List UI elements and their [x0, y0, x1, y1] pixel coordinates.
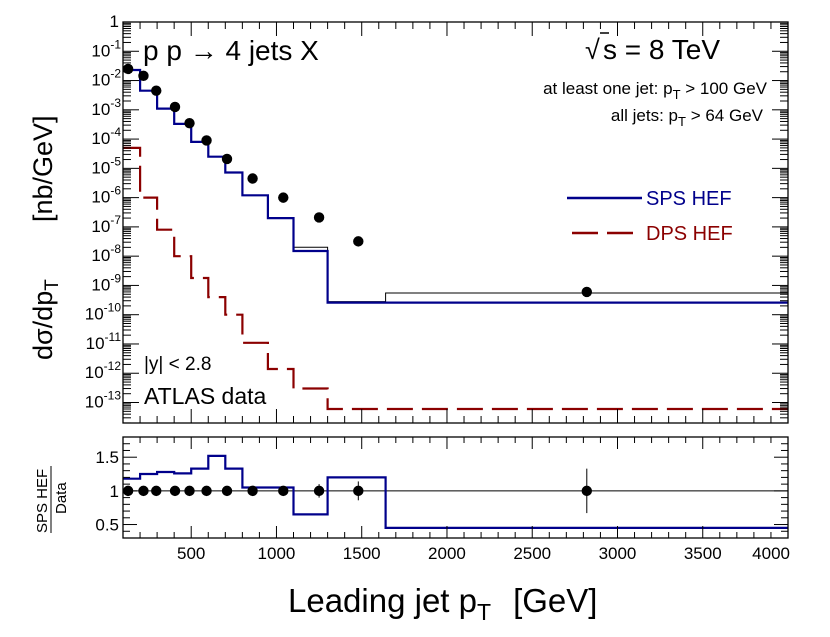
dps-hef-step-line	[123, 146, 788, 411]
y-tick-label: 10-2	[91, 67, 121, 90]
x-tick-label: 1000	[258, 544, 296, 563]
data-point	[247, 173, 258, 184]
y-tick-label: 10-9	[91, 271, 121, 294]
plot-title: p p → 4 jets X	[143, 35, 319, 66]
ratio-data-point	[278, 485, 289, 497]
y-tick-label: 10-4	[91, 125, 121, 148]
ratio-panel-lines	[122, 454, 788, 529]
energy-label: s = 8 TeV	[603, 34, 720, 65]
y-tick-label: 10-6	[91, 184, 121, 207]
x-tick-label: 1500	[343, 544, 381, 563]
ratio-data-point	[221, 485, 233, 497]
legend-label-dps: DPS HEF	[646, 223, 733, 245]
y-tick-label: 10-12	[85, 359, 122, 382]
data-point	[122, 63, 134, 75]
ratio-data-point	[313, 485, 325, 497]
data-point	[278, 192, 289, 203]
cut-label-leading-jet: at least one jet: pT > 100 GeV	[543, 79, 768, 102]
x-tick-label: 2500	[513, 544, 551, 563]
ratio-data-point	[138, 485, 149, 497]
y-tick-label: 10-10	[85, 301, 122, 324]
main-panel-frame	[122, 21, 789, 424]
y-tick-label: 10-3	[91, 96, 121, 119]
ratio-sps-hef-step-line	[123, 454, 788, 529]
y-tick-label: 10-11	[86, 330, 122, 353]
sps-hef-step-line	[123, 68, 788, 304]
data-point	[169, 101, 181, 113]
main-panel-lines	[122, 63, 788, 411]
y-tick-label: 10-13	[85, 389, 122, 412]
ratio-data-point	[353, 485, 364, 497]
axes-layer: 1 10-1 10-2 10-3 10-4 10-5 10-6 10-7 10-8 10-9 10-…	[85, 12, 790, 563]
y-tick-label: 10-8	[91, 242, 121, 265]
ratio-y-tick-label: 1.5	[95, 448, 119, 467]
x-axis-label: Leading jet pT [GeV]	[288, 582, 597, 625]
ratio-ylabel-numerator: SPS HEF	[34, 469, 51, 533]
data-point	[184, 117, 195, 129]
data-point	[151, 85, 162, 96]
y-tick-label: 10-1	[91, 37, 121, 60]
y-tick-label: 1	[110, 12, 119, 31]
x-tick-label: 500	[177, 544, 205, 563]
cut-label-all-jets: all jets: pT > 64 GeV	[611, 106, 764, 129]
ratio-data-point	[151, 485, 162, 497]
x-tick-label: 4000	[752, 544, 790, 563]
ratio-panel-frame	[122, 436, 789, 539]
ratio-data-point	[247, 485, 258, 497]
y-axis-label-main: dσ/dpT	[28, 279, 63, 360]
y-tick-label: 10-5	[91, 154, 121, 177]
data-point	[581, 286, 592, 298]
ratio-y-tick-label: 1	[110, 482, 119, 501]
y-axis-units-main: [nb/GeV]	[28, 115, 58, 222]
ratio-data-point	[201, 485, 212, 497]
y-tick-label: 10-7	[91, 213, 121, 236]
x-tick-label: 3000	[599, 544, 637, 563]
ratio-data-point	[169, 485, 181, 497]
data-point	[138, 70, 149, 82]
energy-root-symbol: √	[585, 35, 600, 65]
data-point	[221, 153, 233, 165]
ratio-data-point	[184, 485, 195, 497]
x-tick-label: 2000	[428, 544, 466, 563]
ratio-y-tick-label: 0.5	[95, 516, 119, 535]
experiment-label: ATLAS data	[144, 383, 267, 409]
data-point	[201, 135, 212, 146]
model-thin-line	[123, 69, 788, 303]
data-point	[313, 212, 325, 223]
x-tick-label: 3500	[684, 544, 722, 563]
rapidity-label: |y| < 2.8	[144, 354, 211, 375]
legend-label-sps: SPS HEF	[646, 188, 732, 210]
data-point	[353, 236, 364, 247]
ratio-ylabel-denominator: Data	[53, 482, 70, 514]
ratio-data-point	[581, 485, 592, 497]
